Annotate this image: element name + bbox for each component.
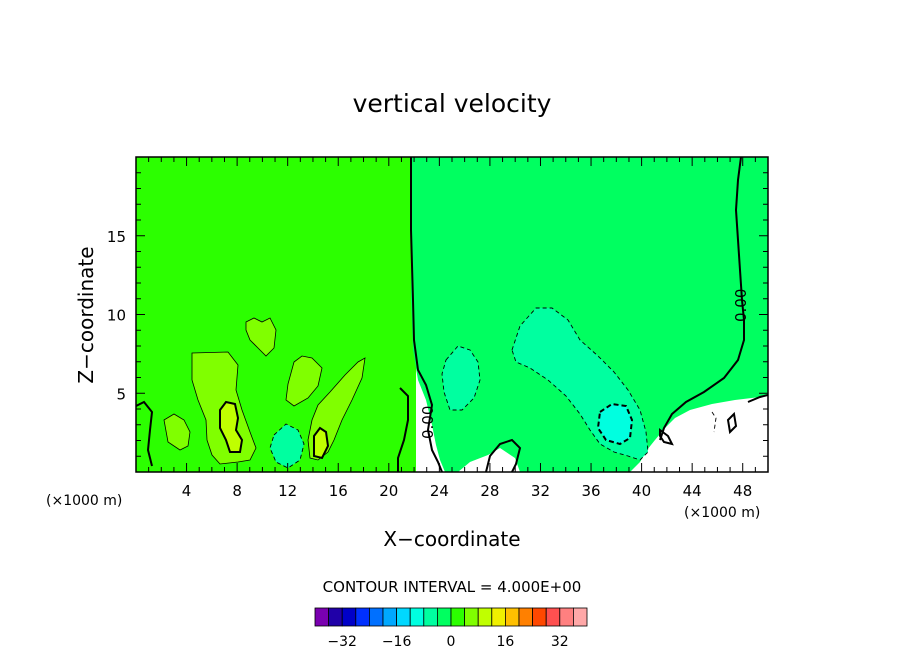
colorbar-tick-label: 0 (447, 634, 456, 650)
y-axis-title: Z−coordinate (74, 246, 98, 383)
zero-contour (397, 387, 409, 472)
contour-label: 0.00 (732, 289, 750, 322)
colorbar-tick-label: −32 (327, 634, 357, 650)
updraft-region (314, 428, 328, 458)
negative-contour (711, 411, 717, 433)
downdraft-region (442, 346, 480, 410)
x-tick-label: 36 (581, 482, 600, 500)
colorbar-swatch (545, 607, 561, 627)
y-tick-label: 5 (116, 385, 126, 403)
negative-contour (596, 402, 634, 446)
x-tick-label: 40 (632, 482, 651, 500)
zero-contour (659, 428, 674, 446)
colorbar-swatch (450, 607, 466, 627)
contour-label: 0.00 (419, 406, 437, 439)
zero-contour (136, 400, 154, 467)
x-tick-label: 48 (733, 482, 752, 500)
x-tick-label: 28 (480, 482, 499, 500)
positive-contour (191, 351, 257, 465)
colorbar-swatch (573, 607, 588, 627)
zero-contour (410, 157, 443, 472)
plot-area: 0.00 0.00 (136, 157, 768, 472)
colorbar-swatch (355, 607, 370, 627)
zero-contour (747, 394, 768, 403)
zero-contour (485, 438, 522, 472)
colorbar-swatch (491, 607, 506, 627)
positive-contour (245, 317, 277, 357)
x-unit-left: (×1000 m) (46, 493, 122, 509)
y-tick-label: 15 (107, 228, 126, 246)
colorbar-swatch (436, 607, 452, 627)
x-tick-label: 44 (683, 482, 702, 500)
colorbar-swatch (368, 607, 384, 627)
x-tick-label: 4 (182, 482, 192, 500)
x-tick-label: 32 (531, 482, 550, 500)
x-unit-right: (×1000 m) (684, 505, 760, 521)
positive-contour (219, 400, 244, 453)
x-tick-label: 8 (232, 482, 242, 500)
negative-contour (511, 307, 649, 461)
x-tick-label: 20 (379, 482, 398, 500)
updraft-region (164, 414, 190, 450)
downdraft-region (598, 404, 632, 444)
colorbar (314, 607, 588, 627)
colorbar-swatch (328, 607, 343, 627)
colorbar-tick-label: −16 (382, 634, 412, 650)
x-tick-label: 16 (329, 482, 348, 500)
colorbar-swatch (382, 607, 398, 627)
chart-title: vertical velocity (353, 89, 552, 118)
colorbar-swatch (314, 607, 330, 627)
colorbar-swatch (396, 607, 411, 627)
downdraft-region (270, 424, 304, 468)
colorbar-swatch (341, 607, 357, 627)
zero-contour (726, 411, 738, 435)
colorbar-tick-label: 32 (551, 634, 569, 650)
colorbar-swatch (532, 607, 547, 627)
colorbar-swatch (464, 607, 479, 627)
negative-contour (269, 423, 305, 469)
x-tick-label: 12 (278, 482, 297, 500)
positive-contour (285, 355, 323, 407)
updraft-region (286, 356, 322, 406)
colorbar-swatch (504, 607, 520, 627)
colorbar-tick-label: 16 (496, 634, 514, 650)
colorbar-swatch (477, 607, 493, 627)
positive-contour (163, 413, 191, 451)
colorbar-swatch (559, 607, 574, 627)
zero-contour (659, 157, 745, 441)
field-background-right (411, 157, 768, 472)
x-axis-title: X−coordinate (383, 527, 520, 551)
contour-interval-label: CONTOUR INTERVAL = 4.000E+00 (323, 578, 582, 596)
colorbar-swatch (518, 607, 534, 627)
colorbar-labels: −32 −16 0 16 32 (327, 634, 568, 650)
positive-contour (307, 357, 366, 461)
y-tick-label: 10 (107, 307, 126, 325)
x-tick-label: 24 (430, 482, 449, 500)
negative-contour (441, 345, 481, 411)
colorbar-swatch (409, 607, 425, 627)
positive-contour (313, 426, 330, 460)
colorbar-swatch (423, 607, 438, 627)
updraft-region (246, 318, 276, 356)
